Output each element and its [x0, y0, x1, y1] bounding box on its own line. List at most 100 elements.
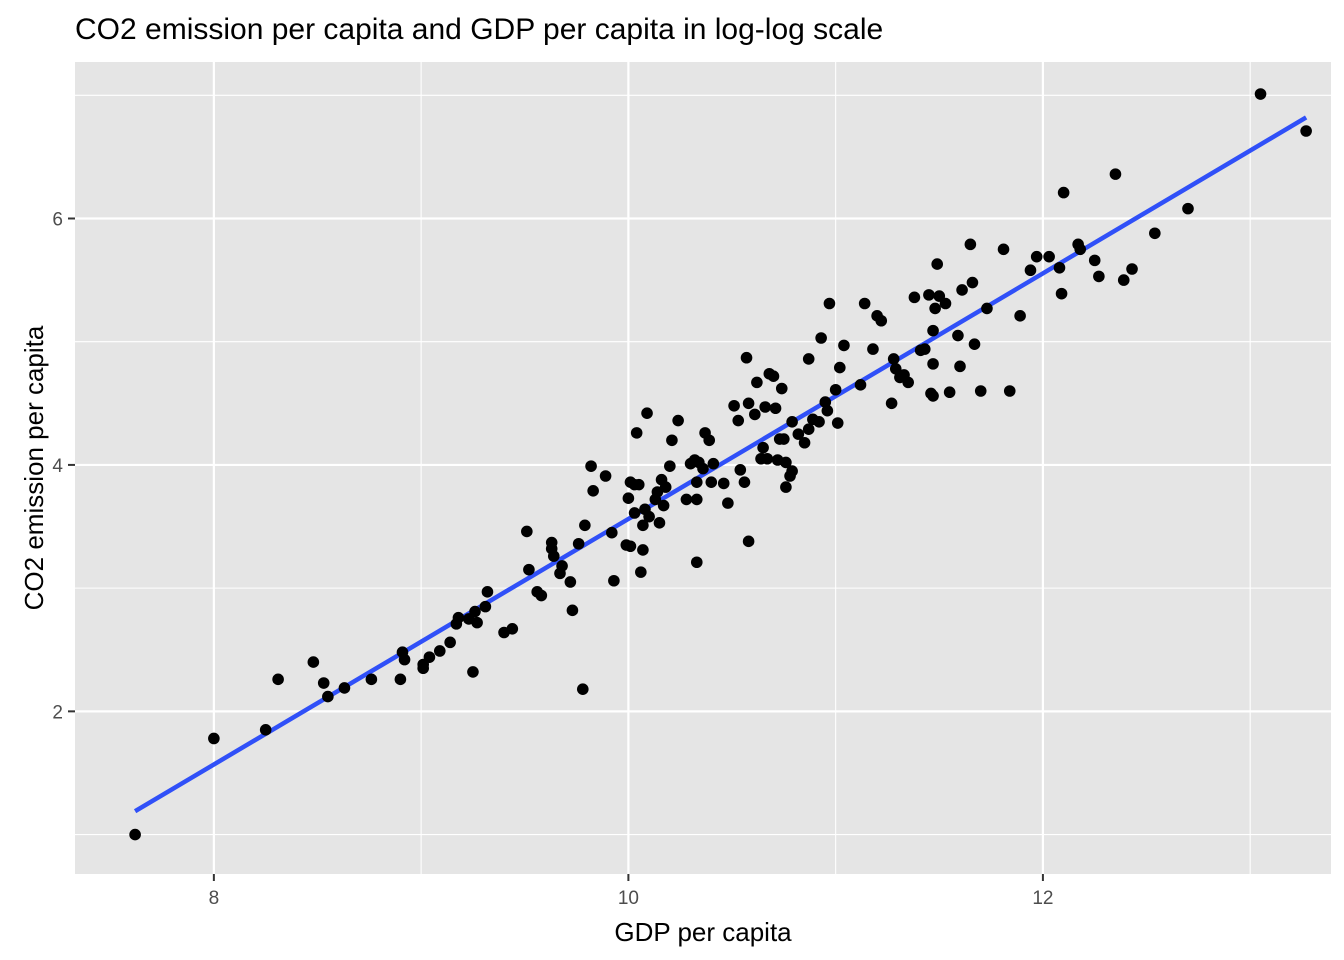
data-point: [566, 604, 579, 617]
data-point: [705, 476, 718, 488]
data-point: [653, 517, 666, 529]
data-point: [927, 324, 939, 337]
data-point: [722, 497, 734, 509]
data-point: [952, 329, 964, 342]
data-point: [469, 605, 481, 618]
data-point: [398, 653, 411, 666]
data-point: [1109, 168, 1122, 180]
data-point: [968, 338, 981, 350]
x-axis-title: GDP per capita: [614, 917, 792, 947]
data-point: [587, 484, 599, 497]
data-point: [272, 673, 284, 686]
data-point: [1057, 186, 1070, 199]
data-point: [875, 314, 888, 327]
data-point: [259, 724, 272, 736]
data-point: [778, 433, 790, 445]
x-tick-label: 8: [209, 888, 220, 909]
data-point: [657, 499, 670, 512]
data-point: [831, 417, 844, 429]
x-tick-label: 12: [1032, 888, 1053, 909]
data-point: [761, 452, 774, 465]
data-point: [1149, 227, 1161, 240]
data-point: [798, 436, 811, 449]
data-point: [829, 383, 842, 396]
data-point: [322, 690, 334, 703]
data-point: [927, 358, 939, 370]
data-point: [974, 385, 987, 397]
data-point: [813, 415, 825, 428]
data-point: [535, 589, 548, 602]
minor-gridlines: [75, 62, 1331, 874]
data-point: [780, 481, 792, 493]
data-point: [523, 563, 535, 576]
data-point: [738, 476, 751, 488]
data-point: [479, 600, 492, 613]
data-point: [394, 673, 407, 686]
data-point: [365, 673, 378, 686]
data-point: [643, 510, 655, 523]
data-point: [703, 434, 716, 447]
data-point: [815, 332, 827, 344]
chart-title: CO2 emission per capita and GDP per capi…: [75, 13, 883, 46]
data-point: [956, 284, 968, 296]
data-point: [1088, 254, 1101, 267]
data-point: [585, 460, 597, 472]
data-point: [939, 297, 952, 310]
data-point: [923, 289, 935, 301]
data-point: [547, 550, 560, 562]
data-point: [786, 465, 798, 477]
x-tick-label: 10: [618, 888, 639, 909]
data-point: [780, 456, 792, 469]
y-tick-label: 6: [52, 209, 63, 230]
major-gridlines: [75, 62, 1331, 874]
data-point: [751, 376, 763, 389]
data-point: [759, 401, 771, 413]
y-axis-title: CO2 emission per capita: [19, 325, 49, 610]
data-point: [1300, 125, 1312, 137]
data-point: [1074, 243, 1087, 256]
data-point: [887, 353, 900, 365]
data-point: [823, 297, 836, 310]
data-point: [728, 399, 740, 412]
data-point: [767, 370, 780, 383]
data-point: [981, 302, 993, 315]
data-point: [792, 428, 805, 440]
data-point: [564, 576, 577, 588]
data-point: [338, 682, 351, 694]
data-point: [129, 828, 141, 841]
data-point: [742, 397, 755, 410]
data-point: [690, 556, 703, 569]
data-point: [467, 666, 479, 678]
data-point: [433, 645, 446, 657]
y-tick-label: 2: [52, 702, 63, 723]
data-point: [1182, 202, 1194, 215]
data-point: [572, 537, 585, 550]
data-point: [624, 540, 637, 553]
data-point: [632, 478, 645, 491]
data-point: [821, 404, 834, 417]
y-tick-label: 4: [52, 456, 63, 477]
data-point: [672, 414, 684, 427]
data-point: [556, 560, 568, 572]
data-point: [1043, 250, 1055, 263]
data-point: [637, 544, 649, 556]
data-point: [854, 379, 867, 391]
data-point: [1117, 274, 1130, 286]
data-point: [1024, 264, 1037, 277]
data-point: [1093, 270, 1105, 283]
data-point: [1003, 385, 1016, 397]
data-point: [208, 732, 220, 745]
data-point: [697, 462, 709, 475]
data-point: [929, 302, 941, 315]
data-point: [838, 339, 850, 352]
data-point: [471, 616, 483, 629]
data-point: [943, 386, 956, 399]
data-point: [599, 470, 612, 482]
data-point: [931, 258, 944, 270]
data-point: [506, 622, 519, 635]
data-point: [908, 291, 921, 304]
data-point: [918, 343, 931, 355]
data-point: [452, 611, 465, 624]
data-point: [680, 493, 693, 506]
data-point: [775, 382, 788, 395]
